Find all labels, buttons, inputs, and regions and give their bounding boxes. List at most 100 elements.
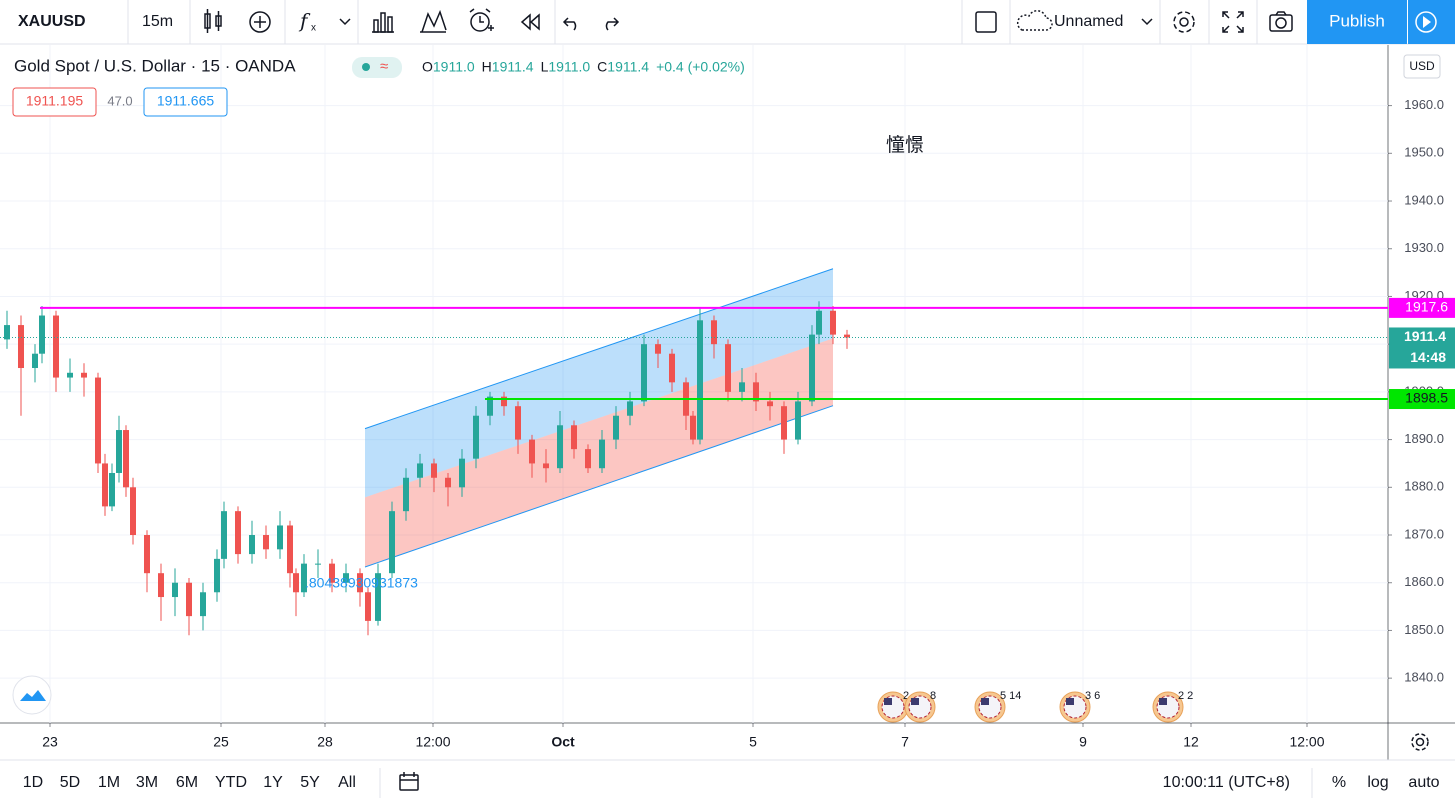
economic-event[interactable]: 8 — [904, 690, 936, 723]
x-tick-label: 12 — [1183, 734, 1199, 750]
legend: Gold Spot / U.S. Dollar · 15 · OANDA ≈ O… — [12, 56, 745, 117]
compare-icon[interactable] — [249, 11, 271, 33]
range-button[interactable]: 6M — [176, 774, 198, 791]
ohlc-value: 1911.0 — [548, 59, 590, 75]
candle-body — [599, 439, 605, 469]
price-label-box — [1389, 389, 1455, 410]
candle-body — [375, 573, 381, 621]
status-badge[interactable] — [352, 57, 402, 78]
economic-event[interactable]: 5 14 — [974, 690, 1021, 723]
buy-box[interactable] — [143, 87, 228, 117]
financials-icon[interactable] — [372, 12, 394, 33]
candle-body — [767, 401, 773, 407]
candle-body — [417, 463, 423, 478]
publish-button[interactable] — [1307, 0, 1407, 44]
dropdown-icon[interactable] — [339, 18, 351, 26]
event-flag-canton — [1066, 698, 1074, 705]
y-tick-label: 1940.0 — [1404, 192, 1444, 207]
clock[interactable]: 10:00:11 (UTC+8) — [1163, 774, 1290, 791]
snapshot-icon[interactable] — [1269, 11, 1293, 32]
candle-body — [32, 353, 38, 369]
candle-body — [711, 320, 717, 345]
y-tick-label: 1960.0 — [1404, 97, 1444, 112]
y-tick-label: 1860.0 — [1404, 574, 1444, 589]
economic-event[interactable]: 2 — [877, 690, 909, 723]
alert-icon[interactable] — [469, 8, 494, 32]
redo-icon[interactable] — [605, 17, 620, 31]
templates-icon[interactable] — [420, 9, 447, 33]
candle-body — [816, 310, 822, 335]
bid-price[interactable]: 1911.195 — [26, 93, 84, 109]
y-tick-label: 1840.0 — [1404, 670, 1444, 685]
bar-countdown: 14:48 — [1410, 349, 1446, 365]
candle-body — [357, 573, 363, 593]
range-button[interactable]: 1M — [98, 774, 120, 791]
candle-type-icon[interactable] — [204, 9, 222, 33]
annotation[interactable]: 憧憬 — [886, 134, 924, 156]
logo-circle[interactable] — [12, 675, 52, 715]
candle-body — [431, 463, 437, 478]
economic-event[interactable]: 3 6 — [1059, 690, 1100, 723]
axis-settings-icon[interactable] — [1411, 733, 1429, 751]
symbol[interactable]: XAUUSD — [18, 13, 86, 30]
ohlc-value: 1911.4 — [607, 59, 649, 75]
range-button[interactable]: 3M — [136, 774, 158, 791]
ask-price[interactable]: 1911.665 — [157, 93, 215, 109]
indicators-icon-sub: x — [311, 23, 316, 34]
range-button[interactable]: 1D — [23, 774, 43, 791]
candle-body — [739, 382, 745, 392]
logo-icon — [20, 690, 46, 701]
undo-icon[interactable] — [562, 17, 577, 31]
candle-body — [263, 535, 269, 550]
candle-body — [529, 439, 535, 464]
sell-box[interactable] — [12, 87, 97, 117]
x-tick-label: 9 — [1079, 734, 1087, 750]
last-price-label: 1911.4 — [1404, 328, 1446, 344]
range-button[interactable]: YTD — [215, 774, 247, 791]
annotation[interactable]: .80438930931873 — [305, 574, 418, 590]
select-icon[interactable] — [975, 11, 997, 33]
delay-icon: ≈ — [380, 58, 388, 75]
range-button[interactable]: 5Y — [300, 774, 320, 791]
dropdown-icon[interactable] — [1141, 18, 1153, 26]
candle-body — [795, 401, 801, 440]
interval[interactable]: 15m — [142, 13, 173, 30]
log-toggle[interactable]: log — [1367, 774, 1388, 791]
publish-label[interactable]: Publish — [1329, 11, 1385, 30]
replay-icon[interactable] — [520, 13, 540, 31]
settings-icon[interactable] — [1173, 11, 1195, 33]
candle-body — [830, 310, 836, 335]
layout-name[interactable]: Unnamed — [1054, 13, 1123, 30]
percent-toggle[interactable]: % — [1332, 774, 1346, 791]
candle-body — [445, 477, 451, 488]
fullscreen-icon[interactable] — [1222, 11, 1244, 33]
currency-box[interactable] — [1403, 54, 1441, 79]
candle-body — [301, 563, 307, 593]
candle-body — [501, 396, 507, 407]
range-button[interactable]: All — [338, 774, 356, 791]
candle-body — [557, 425, 563, 469]
range-button[interactable]: 1Y — [263, 774, 283, 791]
ohlc-key: L — [541, 59, 549, 75]
candle-body — [235, 511, 241, 555]
candle-body — [690, 415, 696, 440]
candle-body — [116, 430, 122, 473]
currency[interactable]: USD — [1409, 59, 1435, 73]
y-tick-label: 1880.0 — [1404, 479, 1444, 494]
candle-body — [697, 320, 703, 440]
economic-event[interactable]: 2 2 — [1152, 690, 1193, 723]
goto-date-icon[interactable] — [399, 772, 419, 791]
candle-body — [130, 487, 136, 536]
range-button[interactable]: 5D — [60, 774, 80, 791]
candle-body — [515, 406, 521, 440]
candle-body — [144, 535, 150, 574]
x-tick-label: 12:00 — [415, 734, 450, 750]
x-tick-label: 12:00 — [1289, 734, 1324, 750]
candle-body — [67, 372, 73, 378]
ohlc-key: H — [482, 59, 492, 75]
auto-toggle[interactable]: auto — [1408, 774, 1439, 791]
candle-body — [109, 472, 115, 507]
play-button[interactable] — [1408, 0, 1455, 44]
price-label: 1917.6 — [1405, 299, 1448, 315]
